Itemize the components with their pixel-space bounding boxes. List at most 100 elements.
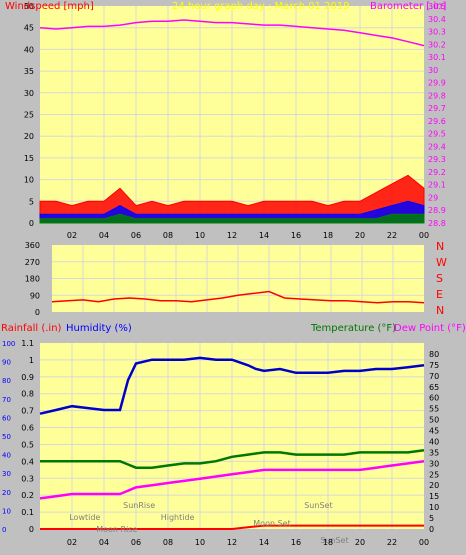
rainfall-tick-label: 0.1 [21,508,34,517]
windspeed-tick-label: 40 [24,45,34,54]
windspeed-tick-label: 25 [24,111,34,120]
x-tick-label: 18 [323,231,333,240]
barometer-tick-label: 30 [428,66,438,75]
astronomy-annotation: Moon Rise [96,525,137,534]
compass-label: E [436,288,443,301]
x-tick-label: 22 [387,538,397,547]
humidity-line [39,356,425,415]
barometer-tick-label: 29.9 [428,79,446,88]
direction-tick-label: 0 [35,308,40,317]
windspeed-tick-label: 0 [29,219,34,228]
temperature-tick-label: 25 [429,470,439,479]
x-tick-label: 00 [419,231,429,240]
barometer-tick-label: 30.2 [428,40,446,49]
astronomy-annotation: SunSet [320,536,348,545]
x-tick-label: 04 [99,231,109,240]
humidity-tick-label: 80 [2,377,11,385]
barometer-tick-label: 29.4 [428,142,446,151]
windspeed-tick-label: 5 [29,197,34,206]
barometer-tick-label: 30.3 [428,28,446,37]
compass-label: W [436,256,447,269]
temperature-line [40,448,425,469]
x-tick-label: 06 [131,538,141,547]
direction-tick-label: 180 [25,275,40,284]
compass-label: N [436,240,444,253]
x-tick-label: 02 [67,538,77,547]
dewpoint-axis-label: Dew Point (°F) [394,323,466,334]
humidity-tick-label: 0 [2,526,6,534]
rainfall-tick-label: 0.9 [21,373,34,382]
astronomy-annotation: Hightide [161,513,195,522]
rainfall-tick-label: 0.3 [21,474,34,483]
rainfall-tick-label: 0 [29,525,34,534]
x-tick-label: 14 [259,538,269,547]
temperature-tick-label: 65 [429,383,439,392]
humidity-tick-label: 10 [2,507,11,515]
humidity-tick-label: 90 [2,359,11,367]
barometer-tick-label: 29.6 [428,117,446,126]
humidity-tick-label: 100 [2,340,15,348]
humidity-tick-label: 20 [2,489,11,497]
x-tick-label: 06 [131,231,141,240]
barometer-tick-label: 29.3 [428,155,446,164]
temperature-tick-label: 20 [429,481,439,490]
barometer-tick-label: 29.8 [428,91,446,100]
temperature-tick-label: 10 [429,503,439,512]
rainfall-tick-label: 0.6 [21,424,34,433]
compass-label: N [436,304,444,317]
temperature-tick-label: 15 [429,492,439,501]
x-tick-label: 04 [99,538,109,547]
x-tick-label: 08 [163,231,173,240]
barometer-tick-label: 29.1 [428,181,446,190]
temperature-tick-label: 45 [429,427,439,436]
temperature-tick-label: 30 [429,459,439,468]
astronomy-annotation: SunSet [304,501,332,510]
humidity-tick-label: 70 [2,396,11,404]
x-tick-label: 10 [195,231,205,240]
humidity-tick-label: 40 [2,452,11,460]
windspeed-tick-label: 20 [24,132,34,141]
barometer-tick-label: 29.2 [428,168,446,177]
barometer-tick-label: 30.5 [428,2,446,11]
x-tick-label: 20 [355,538,365,547]
compass-label: S [436,272,443,285]
temperature-tick-label: 70 [429,372,439,381]
rainfall-tick-label: 0.2 [21,491,34,500]
x-tick-label: 16 [291,538,301,547]
direction-tick-label: 360 [25,241,40,250]
astronomy-annotation: Moon Set [253,519,290,528]
rainfall-tick-label: 0.4 [21,457,34,466]
x-tick-label: 10 [195,538,205,547]
windspeed-tick-label: 50 [24,2,34,11]
windspeed-tick-label: 15 [24,154,34,163]
x-tick-label: 12 [227,538,237,547]
windspeed-tick-label: 35 [24,67,34,76]
temperature-tick-label: 50 [429,416,439,425]
rainfall-tick-label: 0.7 [21,407,34,416]
astronomy-annotation: Lowtide [69,513,100,522]
temperature-tick-label: 40 [429,437,439,446]
windspeed-tick-label: 30 [24,89,34,98]
humidity-tick-label: 60 [2,414,11,422]
humidity-axis-label: Humidity (%) [66,323,132,334]
x-tick-label: 22 [387,231,397,240]
direction-line [51,290,425,304]
chart-title: 24 hour graph day : March 01 2019 [172,1,350,12]
barometer-tick-label: 30.4 [428,15,446,24]
temperature-axis-label: Temperature (°F) [310,323,396,334]
x-tick-label: 14 [259,231,269,240]
barometer-tick-label: 28.8 [428,219,446,228]
temperature-tick-label: 55 [429,405,439,414]
x-tick-label: 16 [291,231,301,240]
x-tick-label: 02 [67,231,77,240]
rainfall-tick-label: 0.8 [21,390,34,399]
windspeed-tick-label: 45 [24,24,34,33]
barometer-tick-label: 29.7 [428,104,446,113]
temperature-tick-label: 35 [429,448,439,457]
direction-tick-label: 90 [30,291,40,300]
rainfall-tick-label: 1 [29,356,34,365]
gust-area [39,174,425,224]
barometer-tick-label: 28.9 [428,206,446,215]
